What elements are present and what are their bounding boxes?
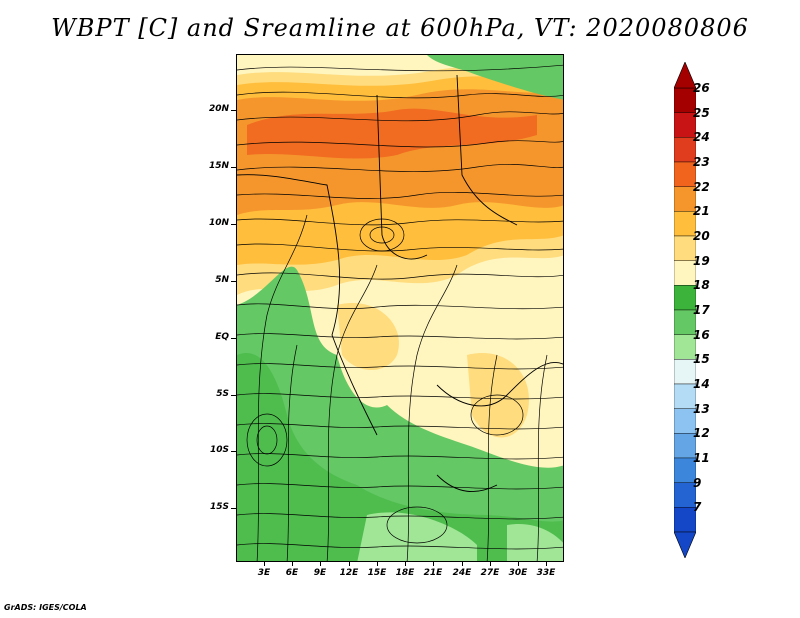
lat-tick [231,395,236,396]
lat-label: 5S [216,389,229,399]
lon-label: 21E [423,568,443,578]
colorbar-label: 16 [693,327,710,342]
lat-tick [231,281,236,282]
lat-label: 10N [208,218,229,228]
lon-label: 30E [508,568,528,578]
lon-tick [377,562,378,566]
wbpt-field [237,55,563,561]
lat-tick [231,167,236,168]
lat-tick [231,110,236,111]
lon-tick [518,562,519,566]
colorbar-label: 26 [693,81,710,95]
map-panel [236,54,564,562]
colorbar-label: 15 [693,352,710,367]
lon-label: 33E [536,568,556,578]
lon-label: 15E [367,568,387,578]
lon-label: 9E [313,568,327,578]
lat-label: 15S [209,502,229,512]
colorbar-label: 19 [693,253,710,268]
field-20c-mid [337,303,399,370]
borders [237,74,563,492]
chart-title: WBPT [C] and Sreamline at 600hPa, VT: 20… [51,14,749,42]
colorbar-label: 21 [693,204,710,219]
colorbar-label: 7 [693,500,702,515]
lat-tick [231,451,236,452]
lon-tick [405,562,406,566]
lon-tick [320,562,321,566]
lat-label: 15N [208,161,229,171]
lat-tick [231,338,236,339]
lon-tick [546,562,547,566]
lon-tick [490,562,491,566]
lon-label: 6E [285,568,299,578]
lat-label: 10S [209,445,229,455]
lat-tick [231,508,236,509]
lat-tick [231,224,236,225]
colorbar-label: 18 [693,278,710,293]
lon-tick [462,562,463,566]
lon-label: 12E [339,568,359,578]
colorbar-bottom-arrow [674,531,696,558]
lon-label: 27E [480,568,500,578]
colorbar-top-arrow [674,62,696,89]
colorbar-label: 13 [693,401,710,416]
field-16c-east [507,524,563,561]
colorbar-label: 24 [693,130,710,145]
lon-tick [349,562,350,566]
lat-label: 5N [215,275,229,285]
field-18c [237,353,563,561]
colorbar-label: 20 [693,229,710,243]
lat-label: 20N [208,104,229,114]
colorbar-label: 9 [693,475,702,490]
lon-tick [433,562,434,566]
colorbar-label: 17 [693,303,710,317]
colorbar [674,62,696,558]
colorbar-label: 12 [693,426,710,441]
colorbar-label: 22 [693,179,710,194]
lon-tick [292,562,293,566]
lon-label: 18E [395,568,415,578]
colorbar-label: 11 [693,451,710,465]
colorbar-label: 25 [693,105,710,120]
colorbar-label: 14 [693,377,710,391]
footer-credit: GrADS: IGES/COLA [4,603,87,612]
lon-tick [264,562,265,566]
lon-label: 3E [257,568,271,578]
field-23c [247,108,537,159]
colorbar-label: 23 [693,155,710,169]
field-17c-north [427,55,563,100]
lon-label: 24E [452,568,472,578]
streamlines [237,64,563,561]
lat-label: EQ [215,332,229,342]
